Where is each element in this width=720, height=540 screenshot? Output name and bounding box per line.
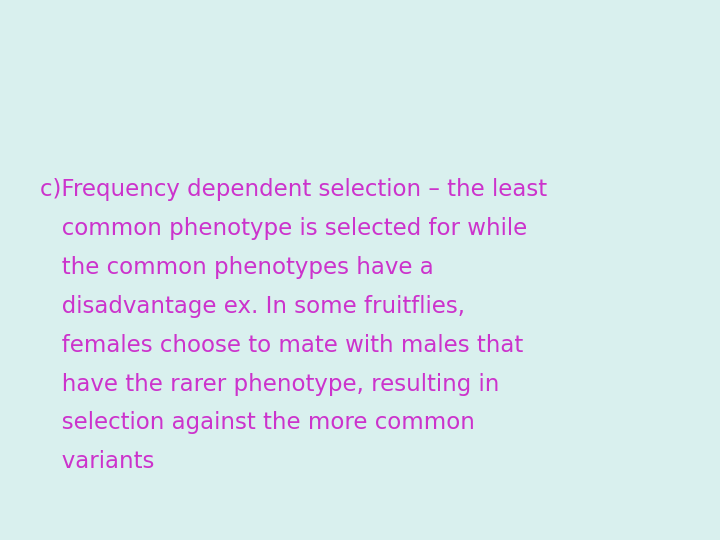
Text: common phenotype is selected for while: common phenotype is selected for while (40, 217, 527, 240)
Text: disadvantage ex. In some fruitflies,: disadvantage ex. In some fruitflies, (40, 295, 464, 318)
Text: have the rarer phenotype, resulting in: have the rarer phenotype, resulting in (40, 373, 499, 396)
Text: variants: variants (40, 450, 154, 474)
Text: the common phenotypes have a: the common phenotypes have a (40, 256, 433, 279)
Text: females choose to mate with males that: females choose to mate with males that (40, 334, 523, 357)
Text: c)Frequency dependent selection – the least: c)Frequency dependent selection – the le… (40, 178, 546, 201)
Text: selection against the more common: selection against the more common (40, 411, 474, 435)
